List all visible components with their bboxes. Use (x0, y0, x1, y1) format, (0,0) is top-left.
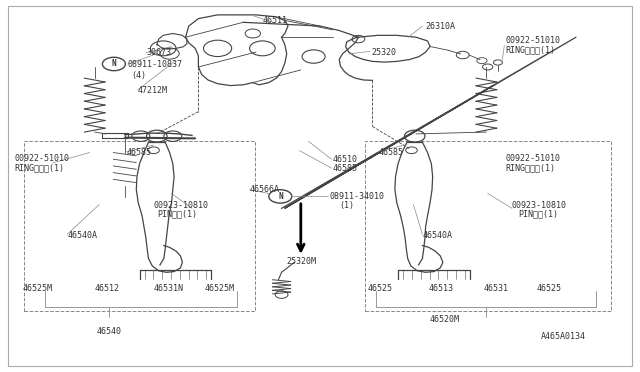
Text: 46525M: 46525M (205, 284, 235, 293)
Text: N: N (111, 60, 116, 68)
Text: N: N (278, 192, 283, 201)
Text: 46512: 46512 (95, 284, 120, 293)
Text: 46525M: 46525M (22, 284, 52, 293)
Text: (1): (1) (339, 201, 354, 210)
Text: 30673: 30673 (146, 48, 171, 57)
Text: 25320: 25320 (371, 48, 396, 57)
Text: PINピン(1): PINピン(1) (518, 210, 559, 219)
Text: 46525: 46525 (536, 284, 561, 293)
Text: 00922-51010: 00922-51010 (506, 154, 561, 163)
Text: 46525: 46525 (368, 284, 393, 293)
Text: 26310A: 26310A (426, 22, 456, 31)
Text: 46566A: 46566A (250, 185, 280, 194)
Text: 46520M: 46520M (430, 315, 460, 324)
Text: 46585: 46585 (379, 148, 404, 157)
Text: PINピン(1): PINピン(1) (157, 210, 197, 219)
Bar (365, 141, 611, 311)
Text: (4): (4) (131, 71, 146, 80)
Text: A465A0134: A465A0134 (541, 332, 586, 341)
Text: 46540A: 46540A (422, 231, 452, 240)
Text: 08911-10837: 08911-10837 (128, 60, 183, 69)
Text: 08911-34010: 08911-34010 (330, 192, 385, 201)
Text: 00922-51010: 00922-51010 (506, 36, 561, 45)
Text: RINGリング(1): RINGリング(1) (506, 163, 556, 172)
Text: 46531N: 46531N (154, 284, 184, 293)
Text: 00922-51010: 00922-51010 (14, 154, 69, 163)
Text: 46510: 46510 (333, 155, 358, 164)
Text: RINGリング(1): RINGリング(1) (506, 46, 556, 55)
Bar (24, 141, 255, 311)
Text: 25320M: 25320M (287, 257, 317, 266)
Text: RINGリング(1): RINGリング(1) (14, 163, 64, 172)
Text: 46511: 46511 (262, 16, 288, 25)
Text: 46540: 46540 (96, 327, 122, 336)
Text: 00923-10810: 00923-10810 (512, 201, 567, 210)
Text: 47212M: 47212M (138, 86, 168, 94)
Text: 46585: 46585 (127, 148, 152, 157)
Text: 46540A: 46540A (67, 231, 97, 240)
Text: 00923-10810: 00923-10810 (154, 201, 209, 210)
Text: 46513: 46513 (429, 284, 454, 293)
Text: 46531: 46531 (483, 284, 508, 293)
Text: 46585: 46585 (333, 164, 358, 173)
